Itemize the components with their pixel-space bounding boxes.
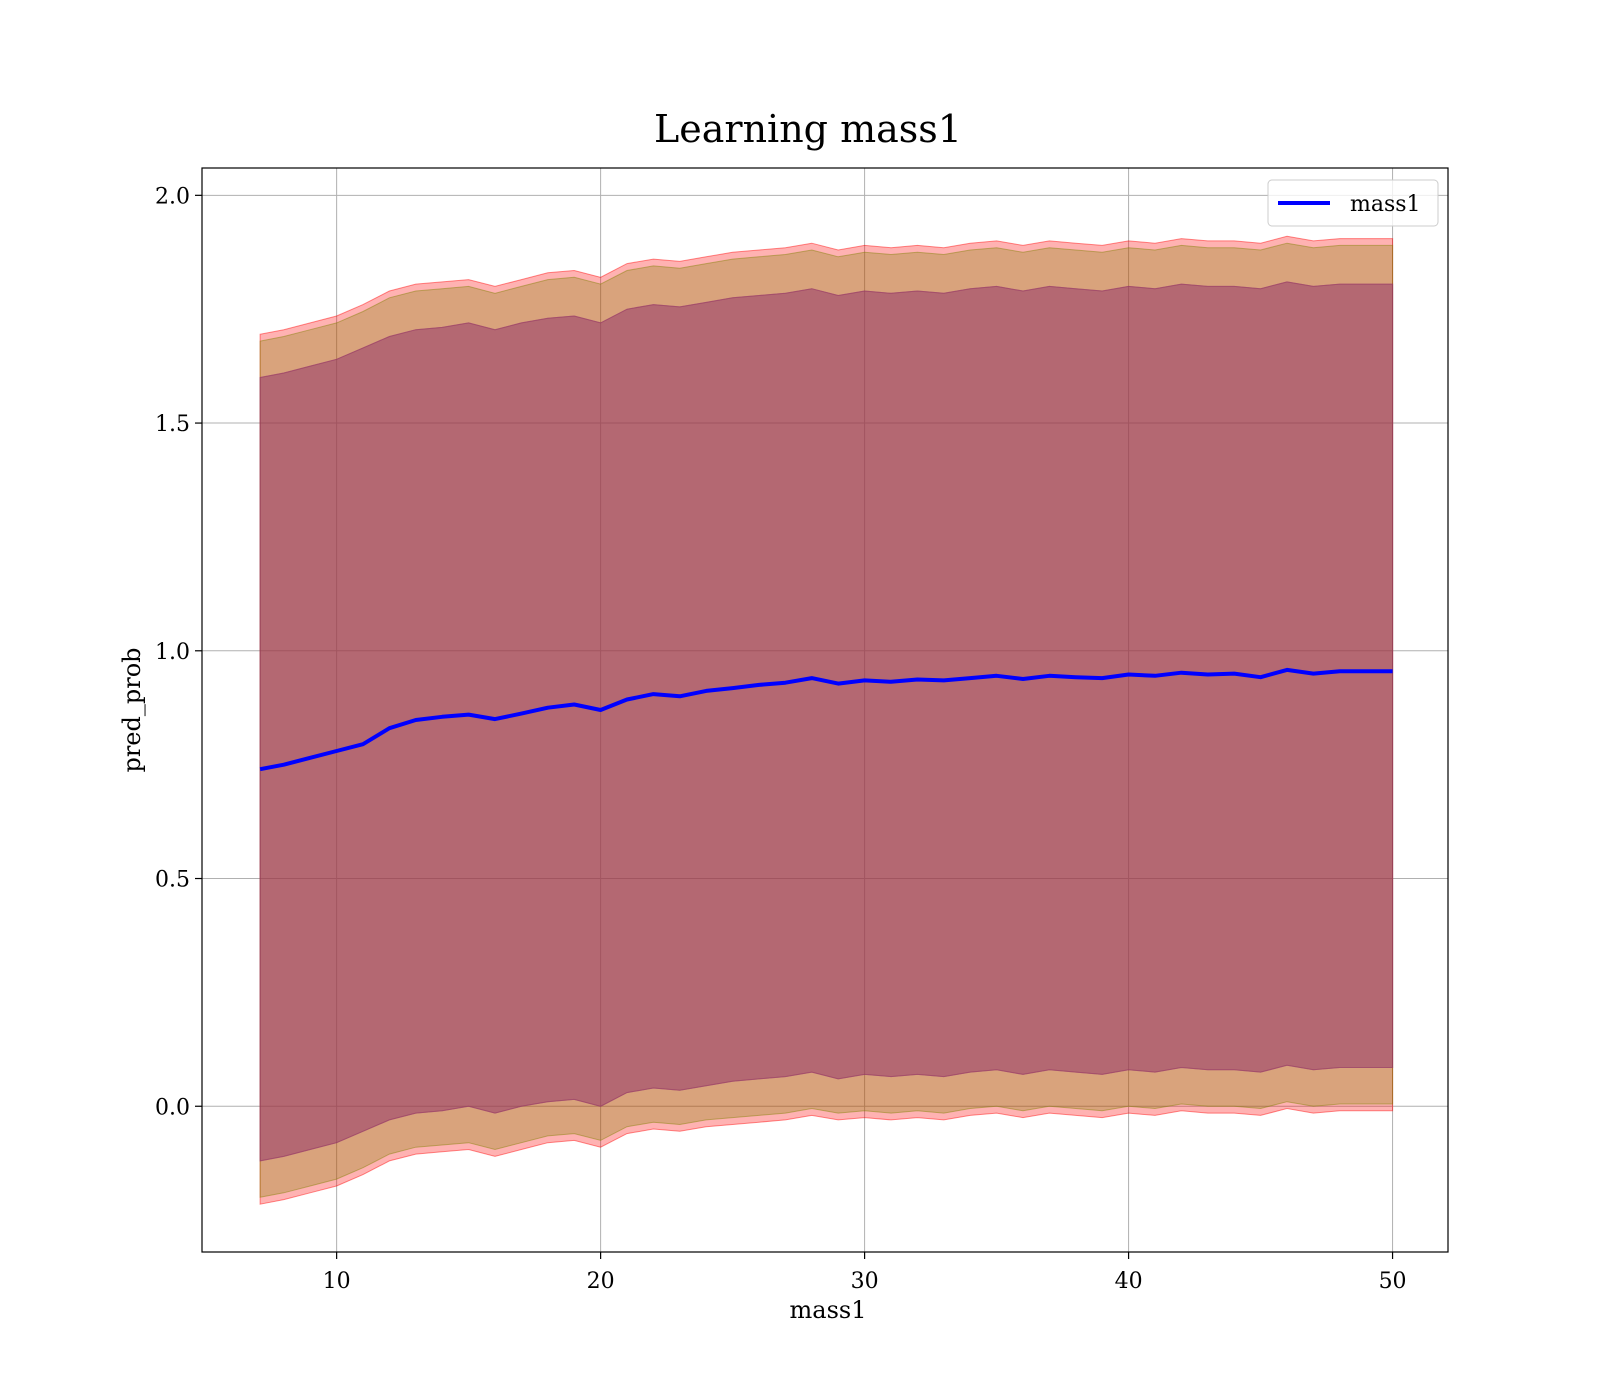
confidence-band-2 xyxy=(259,242,1394,1198)
y-tick-label: 0.5 xyxy=(155,868,190,893)
y-axis-label: pred_prob xyxy=(118,647,146,772)
chart-title: Learning mass1 xyxy=(654,107,962,151)
legend: mass1 xyxy=(1267,179,1439,227)
legend-label-mass1: mass1 xyxy=(1350,192,1421,217)
x-axis-label: mass1 xyxy=(790,1296,867,1324)
x-tick-label: 50 xyxy=(1379,1269,1407,1294)
y-axis-ticks: 0.0 0.5 1.0 1.5 2.0 xyxy=(155,184,202,1120)
y-tick-label: 0.0 xyxy=(155,1095,190,1120)
x-tick-label: 40 xyxy=(1115,1269,1143,1294)
plot-area-frame xyxy=(201,167,1449,1253)
grid xyxy=(202,168,1448,1252)
y-tick-label: 2.0 xyxy=(155,184,190,209)
x-tick-label: 30 xyxy=(851,1269,879,1294)
x-tick-label: 10 xyxy=(323,1269,351,1294)
y-tick-label: 1.0 xyxy=(155,640,190,665)
x-axis-ticks: 10 20 30 40 50 xyxy=(323,1252,1407,1294)
series-line-mass1 xyxy=(259,667,1393,772)
series-lines xyxy=(259,667,1393,772)
x-tick-label: 20 xyxy=(587,1269,615,1294)
y-tick-label: 1.5 xyxy=(155,412,190,437)
confidence-band-3 xyxy=(259,281,1394,1162)
confidence-bands xyxy=(259,235,1394,1205)
legend-box xyxy=(1267,179,1439,227)
confidence-band-1 xyxy=(259,235,1394,1205)
confidence-band-4 xyxy=(259,281,1394,1162)
